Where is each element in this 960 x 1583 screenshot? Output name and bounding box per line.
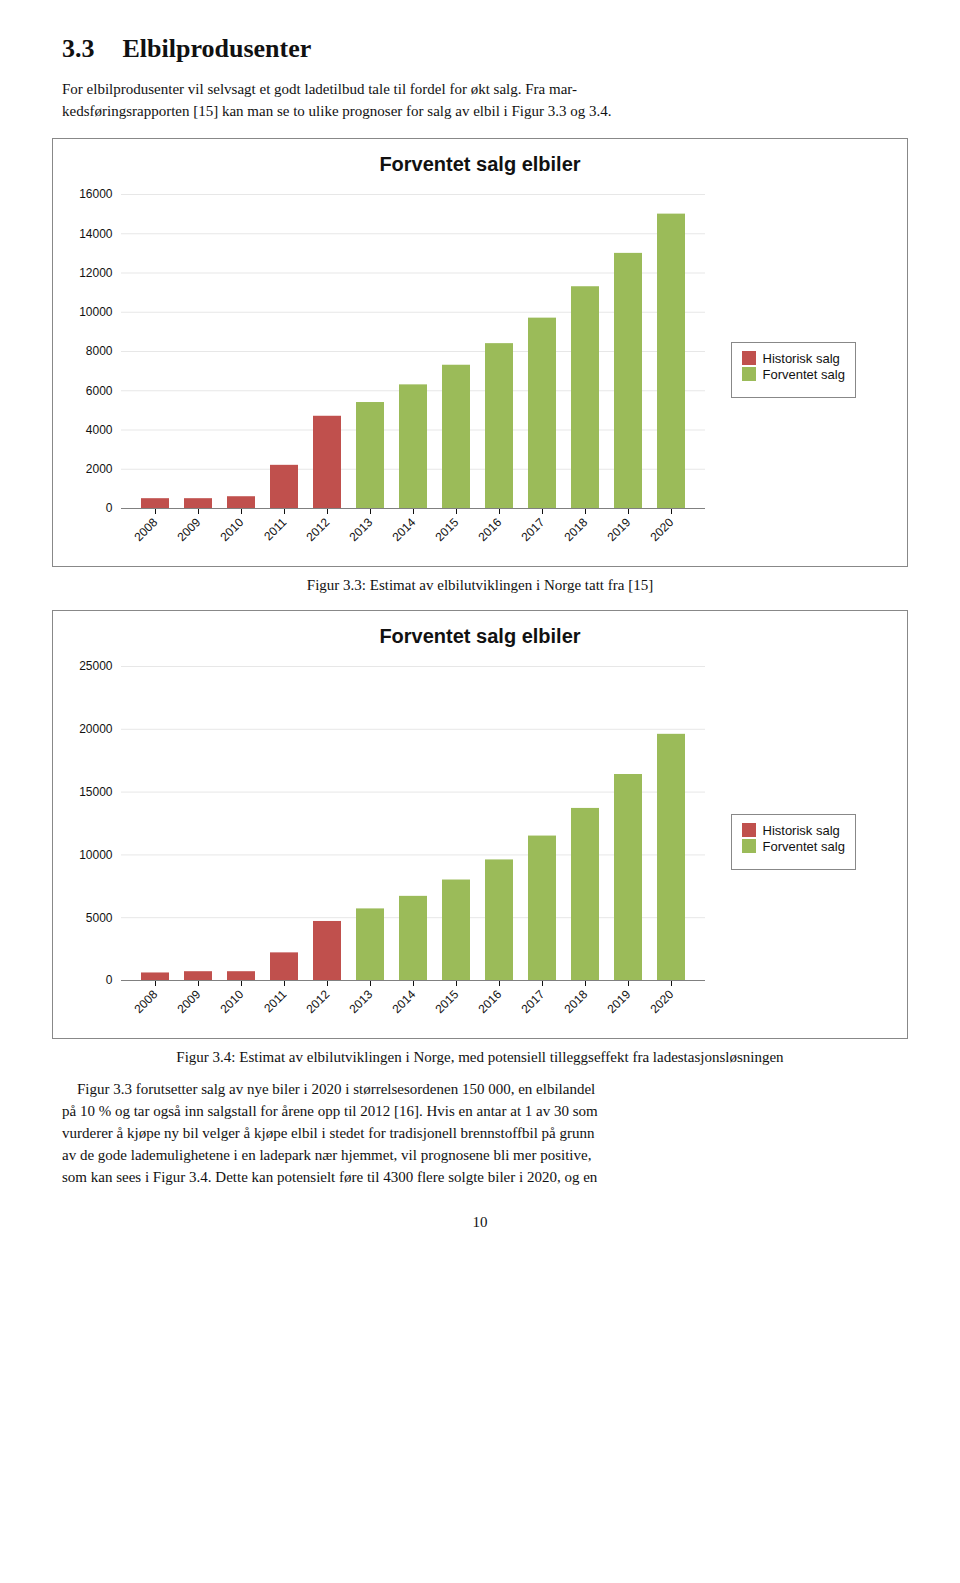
html-text:kedsføringsrapporten [15] kan: kedsføringsrapporten [15] kan man se to … <box>62 103 612 119</box>
svg-text:2019: 2019 <box>605 515 634 544</box>
svg-text:10000: 10000 <box>79 305 113 319</box>
svg-text:14000: 14000 <box>79 227 113 241</box>
svg-text:0: 0 <box>106 973 113 987</box>
svg-text:8000: 8000 <box>86 344 113 358</box>
svg-text:2014: 2014 <box>390 515 419 544</box>
svg-text:6000: 6000 <box>86 384 113 398</box>
html-text:Figur 3.3 forutsetter salg av: Figur 3.3 forutsetter salg av nye biler … <box>62 1081 596 1097</box>
html-text:Forventet salg: Forventet salg <box>762 366 845 382</box>
svg-text:10000: 10000 <box>79 848 113 862</box>
html-text:10: 10 <box>472 1214 488 1230</box>
html-text:Figur 3.4: Estimat av elbilutv: Figur 3.4: Estimat av elbilutviklingen i… <box>176 1049 784 1065</box>
svg-text:2016: 2016 <box>476 987 505 1016</box>
svg-text:2020: 2020 <box>648 515 677 544</box>
svg-text:2020: 2020 <box>648 987 677 1016</box>
svg-text:2013: 2013 <box>347 515 376 544</box>
svg-text:2019: 2019 <box>605 987 634 1016</box>
svg-text:2008: 2008 <box>132 515 161 544</box>
svg-text:5000: 5000 <box>86 911 113 925</box>
html-text:som kan sees i Figur 3.4. Dett: som kan sees i Figur 3.4. Dette kan pote… <box>62 1169 598 1185</box>
svg-text:2017: 2017 <box>519 987 548 1016</box>
svg-text:2016: 2016 <box>476 515 505 544</box>
svg-text:16000: 16000 <box>79 187 113 201</box>
html-text:Forventet salg: Forventet salg <box>762 838 845 854</box>
svg-text:2017: 2017 <box>519 515 548 544</box>
svg-text:2018: 2018 <box>562 515 591 544</box>
svg-text:2009: 2009 <box>175 515 204 544</box>
html-text:For elbilprodusenter vil selvs: For elbilprodusenter vil selvsagt et god… <box>62 81 577 97</box>
html-text:3.3: 3.3 <box>62 34 95 63</box>
svg-text:2015: 2015 <box>433 515 462 544</box>
svg-text:2010: 2010 <box>218 987 247 1016</box>
svg-text:15000: 15000 <box>79 785 113 799</box>
html-text:Historisk salg: Historisk salg <box>762 822 840 838</box>
svg-text:12000: 12000 <box>79 266 113 280</box>
svg-text:2011: 2011 <box>261 987 289 1015</box>
svg-text:2011: 2011 <box>261 515 289 543</box>
html-text:på 10 % og tar også inn salgst: på 10 % og tar også inn salgstall for år… <box>62 1103 598 1119</box>
html-text:Forventet salg elbiler: Forventet salg elbiler <box>379 625 581 647</box>
svg-text:2013: 2013 <box>347 987 376 1016</box>
html-text:Forventet salg elbiler: Forventet salg elbiler <box>379 153 581 175</box>
svg-text:2018: 2018 <box>562 987 591 1016</box>
svg-text:2015: 2015 <box>433 987 462 1016</box>
svg-text:0: 0 <box>106 501 113 515</box>
svg-text:2010: 2010 <box>218 515 247 544</box>
html-text:Historisk salg: Historisk salg <box>762 350 840 366</box>
html-text:vurderer å kjøpe ny bil velger: vurderer å kjøpe ny bil velger å kjøpe e… <box>62 1125 595 1141</box>
html-text:av de gode lademulighetene i e: av de gode lademulighetene i en ladepark… <box>62 1147 592 1163</box>
svg-text:20000: 20000 <box>79 722 113 736</box>
svg-text:2009: 2009 <box>175 987 204 1016</box>
svg-text:2012: 2012 <box>304 515 333 544</box>
svg-text:4000: 4000 <box>86 423 113 437</box>
html-text:Elbilprodusenter: Elbilprodusenter <box>122 34 312 63</box>
html-text:Figur 3.3: Estimat av elbilutv: Figur 3.3: Estimat av elbilutviklingen i… <box>306 577 654 593</box>
svg-text:2012: 2012 <box>304 987 333 1016</box>
svg-text:25000: 25000 <box>79 659 113 673</box>
svg-text:2000: 2000 <box>86 462 113 476</box>
svg-text:2014: 2014 <box>390 987 419 1016</box>
svg-text:2008: 2008 <box>132 987 161 1016</box>
